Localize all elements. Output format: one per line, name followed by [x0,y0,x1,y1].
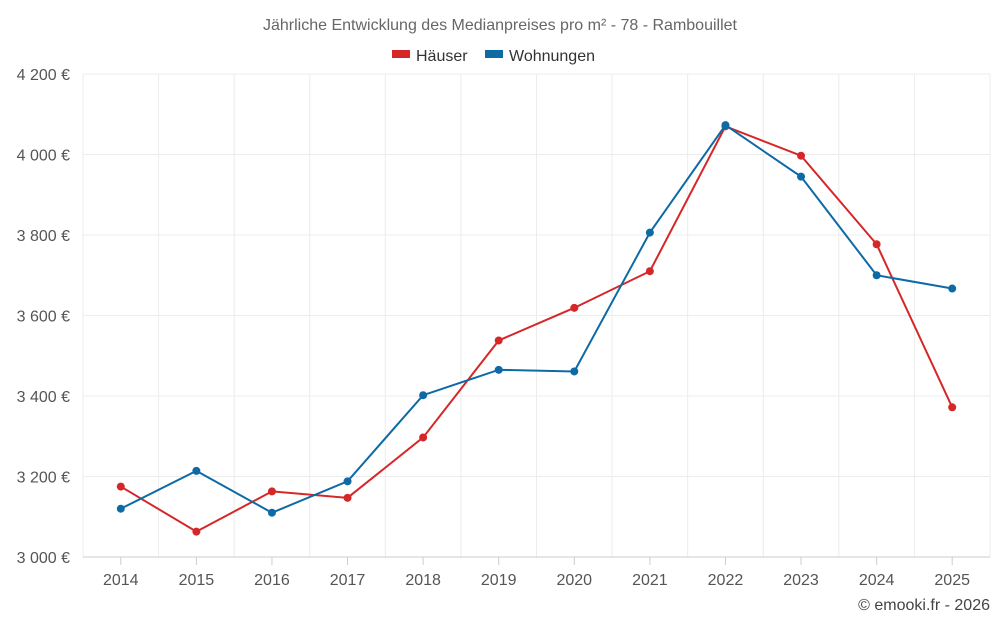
legend-swatch-wohnungen [485,50,503,58]
data-point[interactable] [343,493,352,502]
legend-label-haeuser: Häuser [416,48,468,65]
y-tick-label: 3 400 € [17,389,70,406]
x-tick-label: 2016 [254,572,290,589]
data-point[interactable] [570,303,579,312]
x-tick-label: 2025 [934,572,970,589]
x-tick-label: 2020 [556,572,592,589]
data-point[interactable] [343,477,352,486]
legend-item-wohnungen[interactable]: Wohnungen [485,48,595,65]
series-wohnungen [116,121,957,517]
data-point[interactable] [494,336,503,345]
series-line [120,125,954,533]
y-tick-label: 3 800 € [17,228,70,245]
x-tick-label: 2019 [481,572,517,589]
series-line [120,123,953,514]
legend-item-haeuser[interactable]: Häuser [392,48,468,65]
x-tick-label: 2024 [859,572,895,589]
data-point[interactable] [645,267,654,276]
x-tick-label: 2018 [405,572,441,589]
x-tick-label: 2017 [330,572,366,589]
data-point[interactable] [192,466,201,475]
data-point[interactable] [192,527,201,536]
x-tick-label: 2014 [103,572,139,589]
x-tick-label: 2021 [632,572,668,589]
y-tick-label: 3 200 € [17,470,70,487]
data-point[interactable] [494,365,503,374]
data-point[interactable] [948,403,957,412]
legend: Häuser Wohnungen [392,48,595,65]
y-tick-label: 3 600 € [17,309,70,326]
data-point[interactable] [645,228,654,237]
legend-label-wohnungen: Wohnungen [509,48,595,65]
y-tick-label: 3 000 € [17,550,70,567]
grid [82,73,991,557]
data-point[interactable] [116,504,125,513]
data-point[interactable] [267,487,276,496]
y-tick-label: 4 200 € [17,67,70,84]
data-point[interactable] [419,391,428,400]
data-point[interactable] [872,271,881,280]
legend-swatch-haeuser [392,50,410,58]
data-point[interactable] [797,151,806,160]
data-point[interactable] [116,482,125,491]
x-tick-label: 2015 [179,572,215,589]
data-point[interactable] [267,508,276,517]
series [116,121,957,536]
x-tick-label: 2022 [708,572,744,589]
data-point[interactable] [570,367,579,376]
series-haeuser [116,122,957,536]
data-point[interactable] [721,121,730,130]
data-point[interactable] [948,284,957,293]
x-tick-label: 2023 [783,572,819,589]
data-point[interactable] [419,433,428,442]
chart-title: Jährliche Entwicklung des Medianpreises … [263,17,738,34]
data-point[interactable] [797,172,806,181]
y-tick-label: 4 000 € [17,148,70,165]
credit-text: © emooki.fr - 2026 [858,597,990,614]
data-point[interactable] [872,240,881,249]
axes: 3 000 € 3 200 € 3 400 € 3 600 € 3 800 € 4 000… [17,67,990,589]
